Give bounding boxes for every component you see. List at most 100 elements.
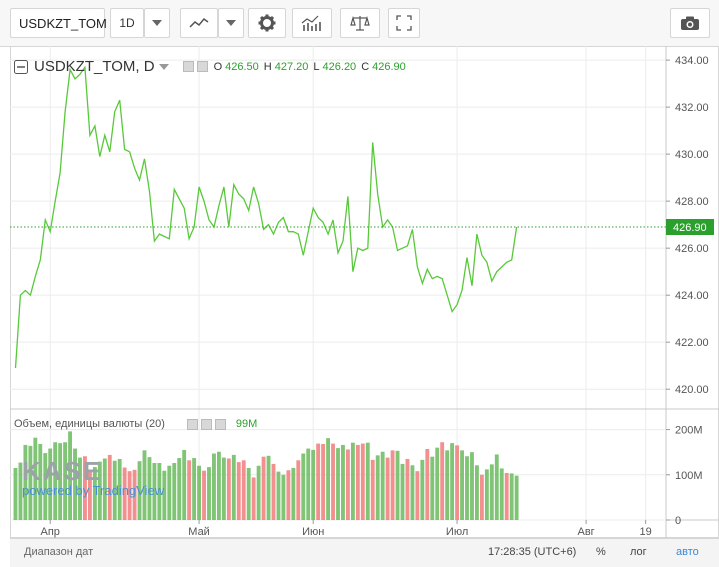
volume-bar (271, 463, 276, 520)
volume-bar (33, 437, 38, 520)
volume-bar (365, 442, 370, 520)
y-tick-label: 422.00 (675, 337, 709, 349)
auto-toggle[interactable]: авто (676, 546, 699, 558)
volume-bar (385, 457, 390, 520)
volume-bar (405, 458, 410, 520)
volume-bar (202, 470, 206, 520)
indicators-button[interactable] (292, 8, 332, 38)
compare-button[interactable] (340, 8, 380, 38)
volume-bar (460, 450, 464, 520)
volume-bar (336, 448, 340, 520)
volume-bar (479, 474, 484, 520)
toolbar: USDKZT_TOM 1D (0, 0, 719, 47)
volume-bar (102, 458, 107, 520)
fullscreen-icon (396, 15, 412, 31)
volume-bar (241, 460, 246, 520)
log-toggle[interactable]: лог (630, 546, 647, 558)
x-tick-label: Апр (41, 526, 60, 538)
volume-bar (465, 456, 469, 520)
volume-bar (341, 444, 345, 520)
volume-bar (231, 454, 236, 520)
volume-bar (216, 451, 221, 520)
volume-bar (484, 469, 489, 520)
volume-bar (321, 444, 326, 520)
volume-bar (207, 467, 211, 520)
collapse-icon[interactable] (14, 59, 28, 74)
volume-bar (122, 467, 127, 520)
volume-bar (345, 449, 350, 520)
volume-bar (435, 447, 440, 520)
volume-bar (261, 456, 266, 520)
volume-bar (425, 449, 430, 520)
status-bar: Диапазон дат 17:28:35 (UTC+6) % лог авто (10, 538, 719, 567)
volume-bar (182, 449, 187, 520)
y-tick-label: 426.00 (675, 243, 709, 255)
volume-bar (445, 450, 450, 520)
volume-value: 99M (235, 418, 258, 430)
settings-icon[interactable] (200, 418, 212, 430)
open-label: O (213, 60, 223, 73)
date-range-button[interactable]: Диапазон дат (24, 546, 94, 558)
volume-bar (415, 471, 420, 520)
volume-bar (73, 448, 77, 520)
volume-bar (355, 444, 360, 520)
interval-dropdown-button[interactable] (144, 8, 170, 38)
volume-bar (430, 456, 435, 520)
volume-bar (172, 463, 177, 520)
snapshot-button[interactable] (670, 8, 710, 38)
volume-bar (48, 448, 53, 520)
volume-bar (236, 462, 241, 520)
chart-area[interactable]: 426.90 420.00 422.00 424.00 426.00 428.00 430.… (10, 46, 719, 538)
price-series-line (14, 65, 518, 369)
y-tick-label: 430.00 (675, 149, 709, 161)
settings-button[interactable] (248, 8, 286, 38)
chart-style-button[interactable] (180, 8, 218, 38)
clock: 17:28:35 (UTC+6) (488, 546, 577, 558)
chart-style-dropdown[interactable] (218, 8, 244, 38)
volume-bar (504, 472, 509, 520)
volume-bar (291, 468, 296, 520)
high-label: H (263, 60, 272, 73)
volume-bar (13, 468, 18, 520)
volume-bar (152, 463, 157, 520)
volume-bar (474, 465, 479, 520)
chart-svg[interactable]: 426.90 420.00 422.00 424.00 426.00 428.00 430.… (10, 46, 719, 538)
format-icon[interactable] (196, 61, 208, 72)
x-tick-label: Май (188, 526, 210, 538)
symbol-selector[interactable]: USDKZT_TOM (10, 8, 107, 38)
x-tick-label: Авг (577, 526, 594, 538)
close-icon[interactable] (214, 418, 226, 430)
chevron-down-icon[interactable] (158, 63, 169, 70)
x-tick-label: Июл (446, 526, 468, 538)
volume-bar (177, 458, 182, 520)
volume-bar (137, 461, 142, 520)
volume-bar (251, 477, 256, 520)
volume-bar (470, 452, 474, 520)
watermark: KASE powered by TradingView (22, 456, 164, 498)
settings-icon[interactable] (182, 61, 194, 72)
volume-bar (450, 443, 455, 520)
fullscreen-button[interactable] (388, 8, 420, 38)
volume-bar (107, 454, 112, 520)
percent-toggle[interactable]: % (596, 546, 606, 558)
volume-bar (410, 465, 415, 520)
volume-bar (112, 460, 117, 520)
volume-bar (83, 456, 87, 520)
scales-icon (350, 15, 370, 31)
gear-icon (258, 14, 276, 32)
volume-bar (286, 470, 291, 520)
volume-tick-label: 200M (675, 425, 703, 437)
volume-tick-label: 0 (675, 515, 681, 527)
interval-text: 1D (119, 16, 135, 30)
eye-icon[interactable] (186, 418, 198, 430)
volume-bar (97, 461, 102, 520)
volume-bar (296, 460, 301, 520)
interval-selector[interactable]: 1D (110, 8, 144, 38)
line-chart-icon (189, 17, 209, 28)
volume-bar (266, 455, 271, 520)
volume-bar (256, 465, 261, 520)
volume-bar (58, 443, 63, 520)
volume-bar (390, 450, 395, 520)
volume-bar (221, 457, 226, 520)
chevron-down-icon (226, 20, 236, 26)
